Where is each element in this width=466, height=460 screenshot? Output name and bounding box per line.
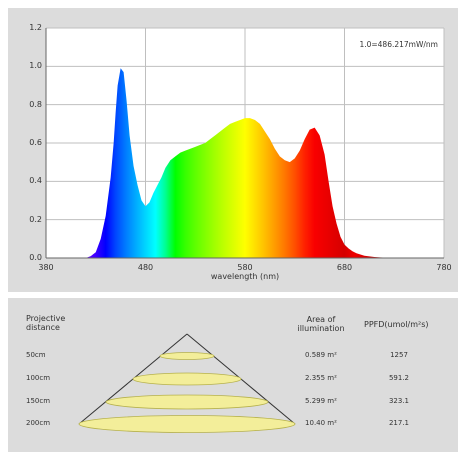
spectrum-chart-panel: 1.0=486.217mW/nm wavelength (nm) 380 480 5… xyxy=(8,8,458,292)
row-3-ppfd: 217.1 xyxy=(388,419,410,427)
row-2-ppfd: 323.1 xyxy=(388,397,410,405)
row-2-distance: 150cm xyxy=(26,397,51,405)
x-tick-label-1: 480 xyxy=(137,263,154,272)
row-1-distance: 100cm xyxy=(26,374,51,382)
illumination-ellipse-0 xyxy=(159,352,215,360)
spectrum-chart xyxy=(45,27,445,259)
light-cone-diagram xyxy=(78,333,296,433)
y-tick-label-3: 0.6 xyxy=(29,138,42,147)
header-area-line1: Area of xyxy=(306,315,336,324)
row-0-ppfd: 1257 xyxy=(390,351,408,359)
header-projective-distance-line1: Projective xyxy=(26,314,66,323)
header-area-illumination: Area of illumination xyxy=(290,315,352,333)
illumination-ellipse-1 xyxy=(132,372,242,386)
y-tick-label-6: 1.2 xyxy=(29,23,42,32)
header-ppfd: PPFD(umol/m²s) xyxy=(364,320,429,329)
row-0-distance: 50cm xyxy=(26,351,46,359)
row-3-distance: 200cm xyxy=(26,419,51,427)
x-tick-label-4: 780 xyxy=(436,263,452,272)
y-tick-label-0: 0.0 xyxy=(29,253,42,262)
row-0-area: 0.589 m² xyxy=(305,351,337,359)
x-axis-label: wavelength (nm) xyxy=(210,272,280,281)
x-tick-label-2: 580 xyxy=(237,263,253,272)
row-2-area: 5.299 m² xyxy=(305,397,337,405)
row-1-ppfd: 591.2 xyxy=(388,374,410,382)
header-projective-distance: Projective distance xyxy=(26,314,65,332)
row-3-area: 10.40 m² xyxy=(305,419,337,427)
y-tick-label-4: 0.8 xyxy=(29,99,42,109)
x-tick-label-0: 380 xyxy=(38,263,54,272)
header-projective-distance-line2: distance xyxy=(26,323,60,332)
row-1-area: 2.355 m² xyxy=(305,374,337,382)
x-tick-label-3: 680 xyxy=(336,263,353,272)
illumination-ellipse-2 xyxy=(105,394,269,410)
illumination-ellipse-3 xyxy=(78,415,296,433)
y-tick-label-1: 0.2 xyxy=(29,214,42,224)
spectrum-area xyxy=(46,68,444,258)
y-tick-label-5: 1.0 xyxy=(29,61,42,71)
illumination-table-panel: Projective distance Area of illumination… xyxy=(8,298,458,452)
y-tick-label-2: 0.4 xyxy=(29,176,42,186)
header-area-line2: illumination xyxy=(297,324,345,333)
chart-annotation: 1.0=486.217mW/nm xyxy=(359,40,438,49)
